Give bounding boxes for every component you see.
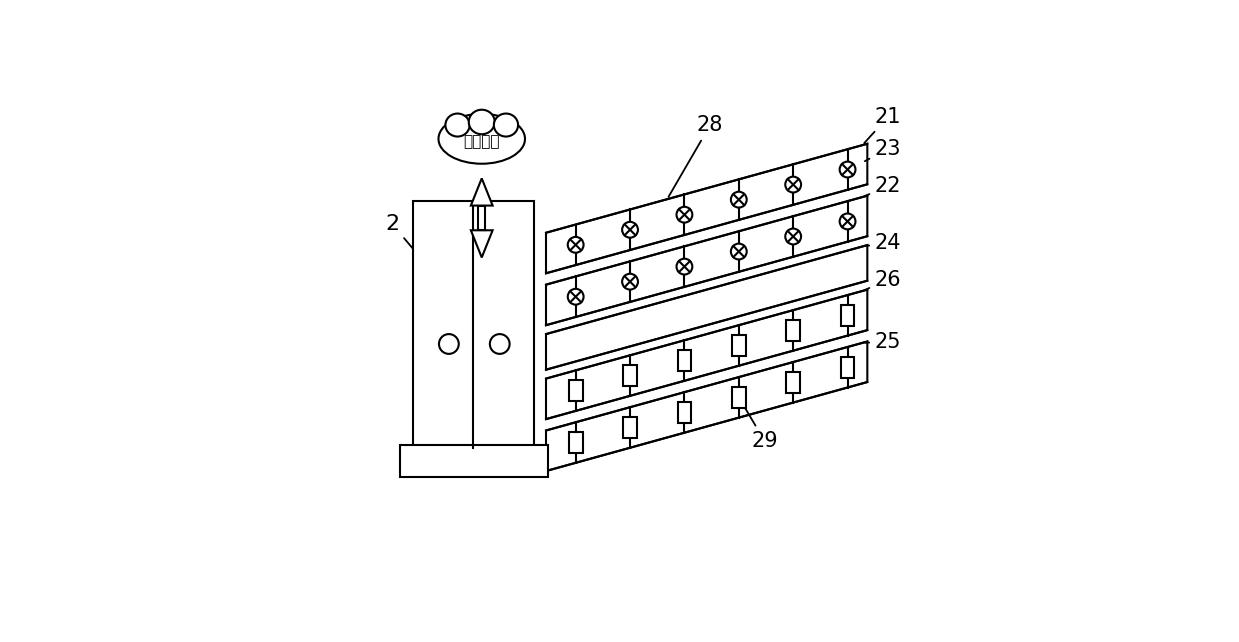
Circle shape bbox=[489, 334, 509, 354]
Circle shape bbox=[676, 207, 693, 223]
Ellipse shape bbox=[439, 114, 525, 164]
Circle shape bbox=[622, 222, 638, 238]
Polygon shape bbox=[471, 230, 493, 257]
Circle shape bbox=[840, 162, 855, 177]
Circle shape bbox=[731, 192, 747, 207]
Polygon shape bbox=[546, 245, 867, 370]
Polygon shape bbox=[546, 342, 867, 471]
Text: 控制终端: 控制终端 bbox=[463, 134, 501, 149]
Bar bbox=[840, 357, 855, 377]
Circle shape bbox=[439, 334, 458, 354]
Circle shape bbox=[786, 177, 802, 193]
Polygon shape bbox=[546, 196, 867, 325]
Circle shape bbox=[731, 243, 747, 259]
Bar bbox=[787, 320, 800, 341]
Bar bbox=[732, 335, 746, 356]
Text: 25: 25 bbox=[865, 332, 901, 352]
Bar bbox=[732, 387, 746, 408]
Polygon shape bbox=[546, 290, 867, 419]
Text: 23: 23 bbox=[865, 139, 901, 161]
Bar bbox=[678, 350, 691, 371]
Circle shape bbox=[622, 273, 638, 290]
Polygon shape bbox=[546, 144, 867, 273]
Text: 2: 2 bbox=[385, 214, 429, 268]
Text: 26: 26 bbox=[865, 270, 901, 290]
Circle shape bbox=[567, 289, 584, 304]
Bar bbox=[569, 380, 582, 401]
Bar bbox=[787, 372, 800, 393]
Bar bbox=[623, 365, 637, 386]
Text: 28: 28 bbox=[669, 116, 724, 197]
Ellipse shape bbox=[468, 110, 494, 134]
Text: 29: 29 bbox=[740, 400, 778, 451]
Bar bbox=[678, 402, 691, 423]
Text: 21: 21 bbox=[865, 107, 901, 143]
Bar bbox=[400, 446, 549, 478]
Bar bbox=[413, 200, 534, 448]
Circle shape bbox=[786, 229, 802, 245]
Text: 24: 24 bbox=[865, 233, 901, 253]
Polygon shape bbox=[478, 205, 486, 230]
Polygon shape bbox=[471, 178, 493, 205]
Bar bbox=[840, 305, 855, 325]
Bar bbox=[623, 417, 637, 438]
Ellipse shape bbox=[494, 114, 518, 137]
Circle shape bbox=[567, 237, 584, 253]
Text: 22: 22 bbox=[865, 176, 901, 196]
Circle shape bbox=[676, 259, 693, 275]
Circle shape bbox=[840, 214, 855, 229]
Ellipse shape bbox=[445, 114, 470, 137]
Bar bbox=[569, 432, 582, 453]
